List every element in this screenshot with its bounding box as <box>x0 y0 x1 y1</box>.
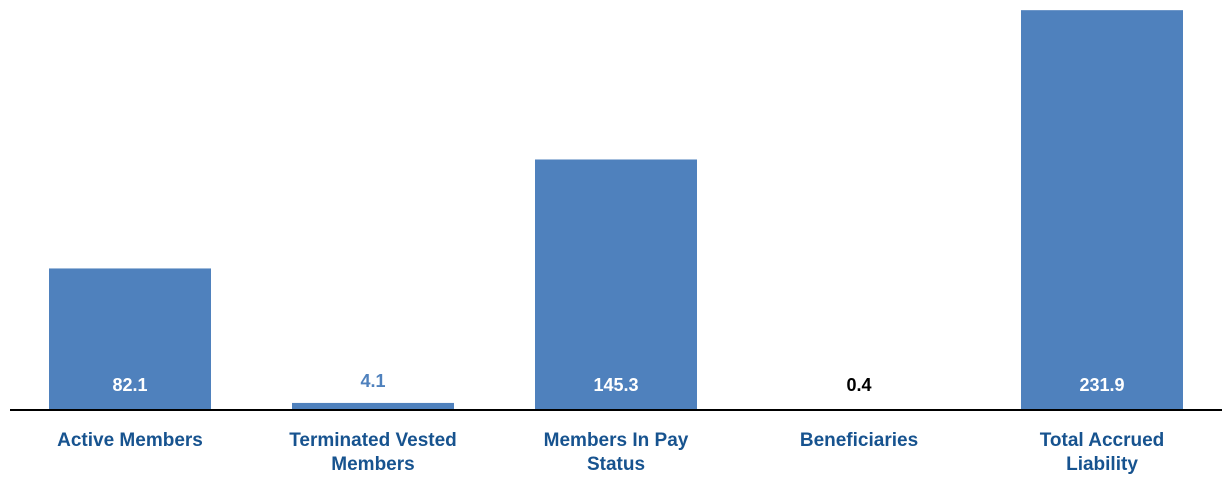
bar-5 <box>1021 10 1183 410</box>
category-label-line: Members In Pay <box>544 430 689 451</box>
value-label-3: 145.3 <box>593 375 638 395</box>
category-label-line: Terminated Vested <box>289 430 457 451</box>
bars-group <box>49 10 1183 410</box>
category-label-1: Active Members <box>57 430 203 451</box>
category-label-line: Active Members <box>57 430 203 451</box>
bar-1 <box>49 268 211 410</box>
category-label-4: Beneficiaries <box>800 430 918 451</box>
category-label-2: Terminated Vested Members <box>289 430 457 475</box>
category-label-line: Status <box>587 454 645 475</box>
value-label-2: 4.1 <box>360 371 385 391</box>
category-label-line: Liability <box>1066 454 1138 475</box>
category-label-5: Total Accrued Liability <box>1040 430 1165 475</box>
bar-3 <box>535 159 697 410</box>
bar-2 <box>292 402 454 410</box>
category-label-line: Beneficiaries <box>800 430 918 451</box>
value-labels-group: 82.1 4.1 145.3 0.4 231.9 <box>112 371 1124 395</box>
value-label-4: 0.4 <box>846 375 871 395</box>
value-label-5: 231.9 <box>1079 375 1124 395</box>
category-labels-group: Active Members Terminated Vested Members Me… <box>57 430 1164 475</box>
category-label-line: Members <box>331 454 414 475</box>
category-label-line: Total Accrued <box>1040 430 1165 451</box>
category-label-3: Members In Pay Status <box>544 430 689 475</box>
value-label-1: 82.1 <box>112 375 147 395</box>
